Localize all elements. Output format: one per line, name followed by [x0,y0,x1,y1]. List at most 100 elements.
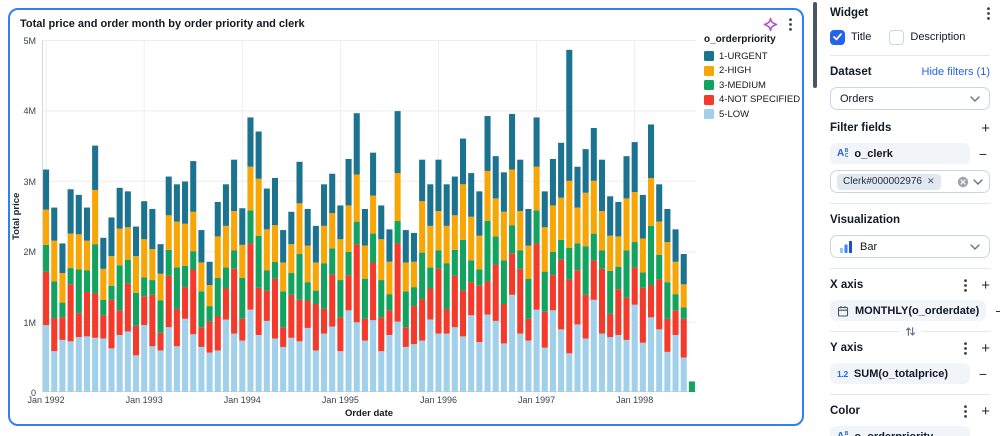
bar-segment[interactable] [182,265,189,288]
bar-segment[interactable] [639,342,646,392]
bar-segment[interactable] [615,201,622,237]
bar-segment[interactable] [116,334,123,392]
bar-segment[interactable] [296,161,303,204]
bar-segment[interactable] [631,142,638,193]
bar-segment[interactable] [468,260,475,283]
bar-segment[interactable] [255,334,262,392]
bar-segment[interactable] [370,195,377,234]
bar-segment[interactable] [623,250,630,298]
bar-segment[interactable] [402,262,409,292]
bar-segment[interactable] [566,180,573,248]
bar-segment[interactable] [255,235,262,288]
legend-item[interactable]: 5-LOW [704,107,800,122]
bar-segment[interactable] [206,284,213,307]
clear-all-icon[interactable] [957,176,969,188]
bar-segment[interactable] [271,278,279,339]
swap-axes-icon[interactable] [905,326,916,337]
bar-segment[interactable] [100,268,107,300]
bar-segment[interactable] [280,262,287,292]
bar-segment[interactable] [615,236,622,267]
bar-segment[interactable] [149,280,156,295]
bar-segment[interactable] [607,270,614,314]
bar-segment[interactable] [631,304,638,392]
bar-segment[interactable] [198,262,205,292]
bar-segment[interactable] [386,310,393,335]
bar-segment[interactable] [198,346,205,392]
add-color-field-button[interactable]: + [981,402,990,420]
bar-segment[interactable] [598,268,606,334]
bar-segment[interactable] [631,192,638,243]
bar-segment[interactable] [484,116,491,171]
bar-segment[interactable] [435,333,442,392]
stacked-bar-chart[interactable] [42,40,696,392]
bar-segment[interactable] [410,306,417,345]
bar-segment[interactable] [132,226,140,257]
remove-x-axis-field-button[interactable]: − [995,302,1000,319]
bar-segment[interactable] [304,300,311,328]
bar-segment[interactable] [271,338,279,392]
bar-segment[interactable] [198,327,205,347]
bar-segment[interactable] [239,318,246,341]
bar-segment[interactable] [648,317,655,392]
description-checkbox[interactable] [889,29,905,45]
bar-segment[interactable] [549,205,556,252]
bar-segment[interactable] [590,260,597,300]
bar-segment[interactable] [451,327,458,392]
bar-segment[interactable] [222,319,229,392]
bar-segment[interactable] [476,342,483,392]
bar-segment[interactable] [231,159,238,212]
bar-segment[interactable] [492,320,499,392]
bar-segment[interactable] [214,315,221,351]
bar-segment[interactable] [214,350,221,392]
description-checkbox-group[interactable]: Description [889,29,965,45]
bar-segment[interactable] [173,267,180,309]
bar-segment[interactable] [623,156,630,199]
bar-segment[interactable] [190,211,197,252]
bar-segment[interactable] [533,166,540,211]
bar-segment[interactable] [451,215,458,250]
bar-segment[interactable] [43,169,50,210]
bar-segment[interactable] [157,350,164,392]
bar-segment[interactable] [43,209,50,245]
bar-segment[interactable] [631,242,638,268]
bar-segment[interactable] [361,340,368,392]
bar-segment[interactable] [92,189,99,245]
bar-segment[interactable] [410,261,417,288]
bar-segment[interactable] [51,318,58,352]
bar-segment[interactable] [435,268,442,334]
bar-segment[interactable] [263,320,270,392]
bar-segment[interactable] [337,317,344,352]
bar-segment[interactable] [59,339,66,392]
bar-segment[interactable] [288,294,295,338]
bar-segment[interactable] [132,292,140,326]
add-filter-field-button[interactable]: + [981,119,990,137]
bar-segment[interactable] [672,229,679,262]
bar-segment[interactable] [296,341,303,392]
bar-segment[interactable] [288,211,295,245]
bar-segment[interactable] [435,159,442,212]
bar-segment[interactable] [525,245,532,279]
bar-segment[interactable] [165,249,172,276]
bar-segment[interactable] [419,201,426,253]
bar-segment[interactable] [623,198,630,251]
bar-segment[interactable] [533,210,540,244]
filter-value-tag[interactable]: Clerk#000002976 ✕ [837,173,941,190]
bar-segment[interactable] [92,145,99,190]
bar-segment[interactable] [607,313,614,338]
bar-segment[interactable] [378,351,385,392]
bar-segment[interactable] [607,196,614,236]
bar-segment[interactable] [664,242,671,283]
bar-segment[interactable] [427,225,434,268]
bar-segment[interactable] [574,207,581,244]
title-checkbox[interactable] [830,29,845,45]
bar-segment[interactable] [558,197,565,240]
bar-segment[interactable] [108,299,115,349]
bar-segment[interactable] [574,243,581,271]
bar-segment[interactable] [582,294,589,339]
title-checkbox-group[interactable]: Title [830,29,871,45]
bar-segment[interactable] [607,337,614,392]
bar-segment[interactable] [656,184,663,222]
bar-segment[interactable] [623,339,630,392]
bar-segment[interactable] [100,315,107,339]
